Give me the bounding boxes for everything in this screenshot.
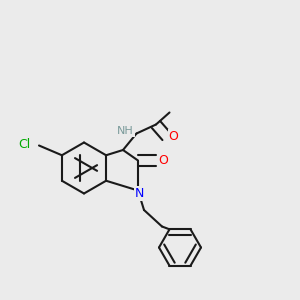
Text: Cl: Cl — [18, 137, 31, 151]
Text: O: O — [159, 154, 168, 167]
Text: N: N — [135, 187, 144, 200]
Text: NH: NH — [117, 126, 134, 136]
Text: O: O — [168, 130, 178, 143]
